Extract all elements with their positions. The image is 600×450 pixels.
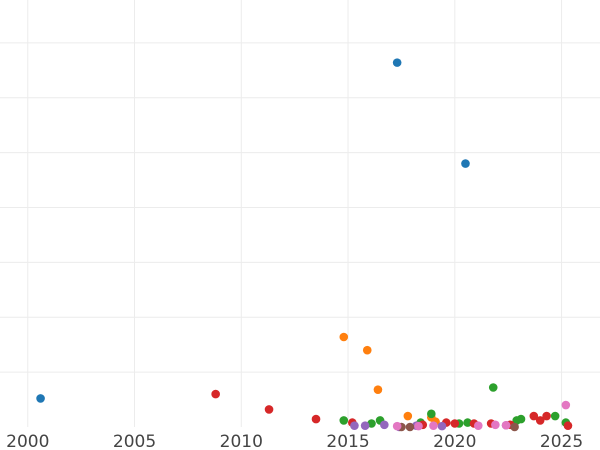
point-pink-5 (501, 420, 511, 430)
grid (0, 0, 600, 427)
point-red-10 (529, 411, 539, 421)
point-green-10 (550, 411, 560, 421)
point-brown-2 (510, 422, 519, 432)
point-red-6 (450, 419, 460, 428)
point-pink-2 (429, 421, 438, 430)
x-tick-label-2025: 2025 (540, 432, 583, 450)
point-pink-3 (473, 421, 483, 430)
point-orange-1 (362, 345, 372, 355)
point-orange-3 (403, 411, 413, 421)
x-tick-label-2010: 2010 (220, 432, 263, 450)
x-tick-label-2005: 2005 (113, 432, 156, 450)
x-tick-label-2015: 2015 (326, 432, 369, 450)
point-blue-1 (392, 58, 402, 67)
point-red-11 (535, 416, 545, 425)
point-green-4 (427, 409, 436, 419)
point-green-0 (339, 416, 349, 425)
point-orange-0 (339, 332, 349, 342)
point-orange-2 (373, 385, 383, 394)
data-points (36, 58, 573, 432)
point-pink-4 (491, 420, 500, 430)
point-red-12 (542, 411, 551, 421)
point-purple-2 (380, 420, 389, 430)
point-red-0 (211, 389, 220, 399)
point-blue-0 (36, 394, 45, 403)
point-purple-5 (437, 421, 447, 431)
x-tick-label-2020: 2020 (433, 432, 476, 450)
point-brown-1 (405, 422, 415, 432)
point-purple-1 (360, 421, 370, 430)
point-pink-1 (414, 421, 423, 431)
point-pink-0 (392, 421, 402, 431)
x-tick-label-2000: 2000 (6, 432, 49, 450)
point-blue-2 (461, 159, 470, 168)
point-pink-6 (561, 400, 571, 410)
x-axis-ticks: 2000 2005 2010 2015 2020 2025 (6, 432, 583, 450)
point-green-9 (516, 414, 526, 424)
point-red-2 (311, 414, 321, 424)
point-red-1 (264, 405, 274, 414)
point-green-7 (488, 383, 498, 392)
point-green-6 (463, 418, 472, 427)
point-purple-0 (350, 421, 359, 430)
point-red-13 (563, 421, 573, 430)
